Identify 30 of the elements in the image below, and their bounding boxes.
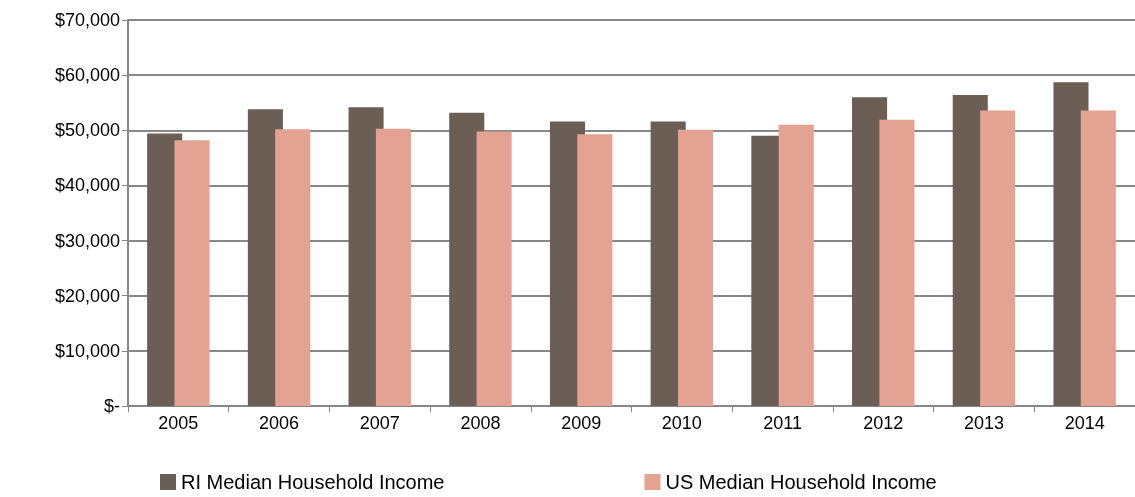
x-tick-label: 2013 <box>963 413 1004 433</box>
x-tick-label: 2008 <box>460 413 501 433</box>
y-tick-label: $20,000 <box>54 285 120 306</box>
x-tick-label: 2009 <box>561 413 602 433</box>
bar <box>275 129 311 406</box>
x-tick-label: 2006 <box>259 413 300 433</box>
bar <box>174 140 210 406</box>
bar <box>577 134 613 406</box>
bar <box>375 128 411 406</box>
y-tick-label: $60,000 <box>54 65 120 86</box>
x-tick-label: 2010 <box>661 413 702 433</box>
y-tick-label: $- <box>103 396 120 416</box>
bar <box>677 129 714 406</box>
y-tick-label: $40,000 <box>54 175 120 196</box>
y-tick-label: $70,000 <box>54 10 120 30</box>
y-tick-label: $30,000 <box>54 230 120 251</box>
y-tick-label: $10,000 <box>54 340 120 361</box>
x-tick-label: 2005 <box>158 413 199 433</box>
legend-label: RI Median Household Income <box>181 471 445 493</box>
y-tick-label: $50,000 <box>54 120 120 141</box>
legend-label: US Median Household Income <box>665 471 937 493</box>
bar <box>1080 110 1116 406</box>
x-tick-label: 2007 <box>359 413 400 433</box>
x-tick-label: 2014 <box>1064 413 1105 433</box>
x-tick-label: 2012 <box>863 413 904 433</box>
x-tick-label: 2011 <box>763 413 802 433</box>
bar <box>980 110 1016 406</box>
bar <box>879 119 915 406</box>
bar <box>778 124 814 406</box>
bar <box>476 131 512 406</box>
